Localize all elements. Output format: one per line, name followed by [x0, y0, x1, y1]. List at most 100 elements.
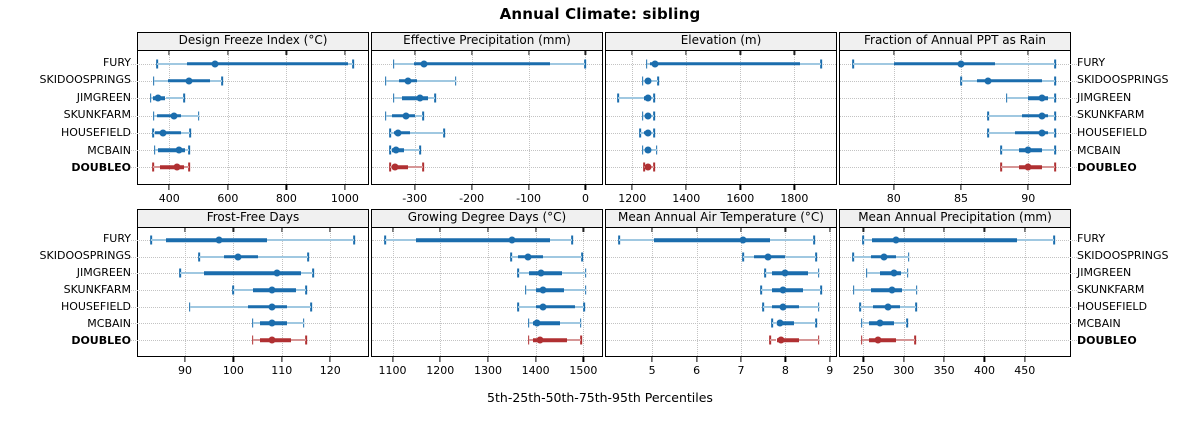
axis-tick-label: 1100 [378, 364, 407, 377]
panel-title: Mean Annual Air Temperature (°C) [618, 210, 824, 224]
gridline-vertical [652, 228, 654, 356]
axis-tick-top [281, 228, 283, 232]
panel-title: Frost-Free Days [206, 210, 300, 224]
axis-tick [281, 356, 283, 362]
axis-tick-label: 110 [271, 364, 293, 377]
panel-plot-effective-precipitation-mm: -300 -200 -100 0 [371, 50, 603, 205]
gridline-horizontal [606, 340, 836, 341]
site-labels-left-row1: FURY SKIDOOSPRINGS JIMGREEN SKUNKFARM HOUSEF… [0, 50, 131, 185]
gridline-vertical [184, 228, 186, 356]
axis-tick [960, 184, 962, 190]
percentile-segment [879, 271, 902, 276]
panel-title: Elevation (m) [680, 33, 762, 47]
gridline-horizontal [372, 323, 602, 325]
whisker-cap-high [914, 335, 916, 345]
median-dot [764, 253, 772, 261]
whisker-cap-high [820, 285, 822, 295]
median-dot [880, 253, 888, 261]
axis-tick [285, 184, 287, 190]
percentile-segment [866, 272, 880, 275]
percentile-segment [564, 289, 586, 292]
gridline-horizontal [372, 306, 602, 308]
axis-tick-label: 1500 [569, 364, 598, 377]
axis-tick-top [983, 228, 986, 232]
percentile-segment [159, 165, 184, 170]
gridline-horizontal [131, 150, 368, 152]
gridline-horizontal [606, 150, 836, 152]
whisker-cap-high [1053, 235, 1055, 245]
median-dot [874, 336, 882, 344]
axis-tick-top [1024, 228, 1026, 232]
panel-strip-fraction-of-annual-ppt-as-rain: Fraction of Annual PPT as Rain [839, 32, 1071, 51]
median-dot [533, 319, 541, 327]
site-labels-right-row2: FURY SKIDOOSPRINGS JIMGREEN SKUNKFARM HOUSEF… [1077, 227, 1199, 357]
panel-plot-elevation-m: 1200 1400 1600 1800 [605, 50, 837, 205]
percentile-segment [642, 149, 645, 152]
median-dot [394, 129, 402, 137]
gridline-horizontal [372, 150, 602, 152]
panel-strip-mean-annual-air-temperature-c: Mean Annual Air Temperature (°C) [605, 209, 837, 228]
median-dot [536, 336, 544, 344]
panel-plot-growing-degree-days-c: 1100 1200 1300 1400 1500 [371, 227, 603, 377]
percentile-segment [165, 97, 184, 100]
axis-tick-top [943, 228, 945, 232]
axis-tick [784, 356, 786, 362]
percentile-segment [1048, 114, 1056, 117]
whisker-cap-high [183, 93, 185, 103]
axis-tick-label: 600 [217, 192, 239, 205]
axis-tick-label: 400 [973, 364, 995, 377]
axis-tick-label: 1000 [330, 192, 359, 205]
percentile-segment [1048, 97, 1056, 100]
gridline-horizontal [606, 323, 836, 325]
percentile-segment [291, 339, 306, 341]
axis-tick-top [631, 51, 633, 55]
whisker-cap-high [352, 59, 354, 69]
gridline-horizontal [131, 167, 368, 169]
site-label: MCBAIN [87, 316, 131, 330]
median-dot [234, 253, 242, 261]
whisker-cap-high [579, 318, 582, 328]
percentile-segment [902, 289, 917, 292]
percentile-segment [895, 339, 916, 341]
axis-tick-top [344, 51, 346, 55]
site-label: SKIDOOSPRINGS [1077, 249, 1169, 263]
whisker-cap-high [907, 252, 910, 262]
percentile-segment [1006, 97, 1029, 100]
whisker-cap-high [418, 145, 421, 155]
axis-tick-label: -200 [459, 192, 485, 205]
percentile-segment [869, 338, 896, 342]
axis-tick-top [903, 228, 905, 232]
whisker-cap-high [1054, 76, 1057, 86]
percentile-segment [987, 131, 1015, 134]
axis-tick-top [439, 228, 441, 232]
percentile-segment [853, 62, 894, 65]
median-dot [1024, 146, 1032, 154]
gridline-horizontal [372, 340, 602, 341]
axis-tick-label: 1800 [780, 192, 809, 205]
median-dot [1024, 163, 1032, 171]
axis-tick [1027, 184, 1029, 190]
percentile-segment [807, 272, 819, 275]
axis-tick-label: 8 [781, 364, 789, 377]
gridline-vertical [740, 228, 742, 356]
gridline-vertical [944, 228, 946, 356]
gridline-horizontal [606, 273, 836, 275]
gridline-horizontal [372, 273, 602, 275]
percentile-segment [233, 289, 253, 292]
percentile-segment [618, 239, 655, 242]
percentile-segment [257, 255, 309, 258]
panel-title: Mean Annual Precipitation (mm) [858, 210, 1052, 224]
gridline-vertical [535, 228, 537, 356]
median-dot [539, 286, 547, 294]
gridline-vertical [794, 51, 796, 184]
percentile-segment [861, 339, 870, 341]
whisker-cap-high [657, 76, 659, 86]
axis-tick-label: 1400 [521, 364, 550, 377]
percentile-segment [393, 131, 411, 135]
percentile-segment [772, 322, 777, 325]
percentile-segment [803, 289, 821, 292]
axis-tick-top [329, 228, 331, 232]
gridline-horizontal [372, 80, 602, 82]
site-label: MCBAIN [1077, 143, 1121, 157]
